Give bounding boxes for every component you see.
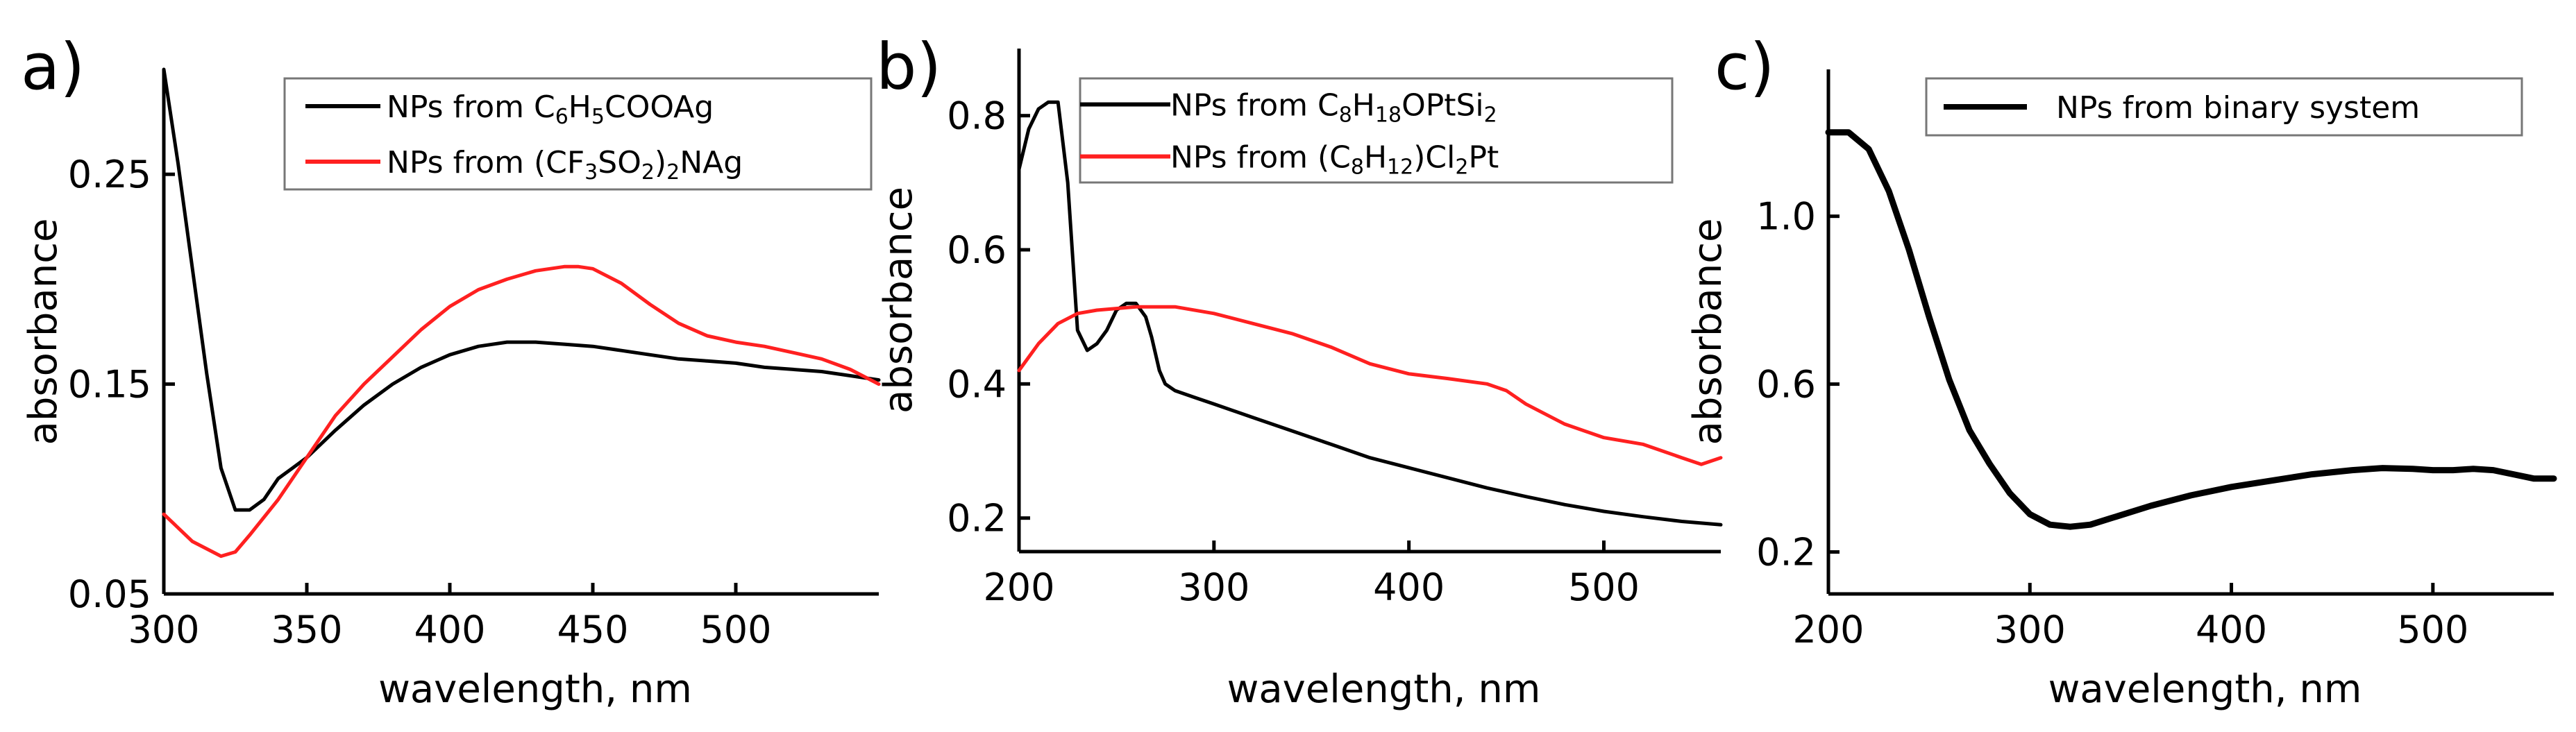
series-line-0 [162,67,881,512]
y-tick-label: 0.8 [947,94,1007,138]
legend-entry-label: NPs from C6H5COOAg [387,90,714,129]
y-axis-title: absorbance [1685,219,1731,445]
x-tick-label: 500 [700,608,771,652]
y-tick-label: 0.4 [947,362,1007,406]
legend-entry-label: NPs from (C8H12)Cl2Pt [1170,140,1499,180]
y-axis-title: absorbance [21,219,66,445]
series-line-0 [1825,129,2557,530]
x-tick-label: 300 [1994,608,2066,652]
panel-b: b) 200 300 400 500 0.2 0.4 0.6 0.8 wavelength, nm… [876,30,1723,712]
y-tick-label: 0.15 [68,363,151,407]
y-tick-label: 0.6 [947,228,1007,272]
x-tick-label: 500 [1568,565,1640,609]
x-tick-label: 350 [271,608,342,652]
x-tick-label: 400 [414,608,485,652]
x-tick-label: 500 [2397,608,2468,652]
x-tick-label: 450 [557,608,628,652]
y-tick-label: 0.05 [68,572,151,616]
y-tick-label: 0.2 [947,497,1007,541]
series-line-1 [162,264,881,559]
legend-entry-label: NPs from C8H18OPtSi2 [1170,88,1497,128]
y-axis-title: absorbance [876,187,921,414]
x-axis-title: wavelength, nm [378,667,692,712]
panel-label: b) [876,30,941,104]
legend-entry-label: NPs from (CF3SO2)2NAg [387,145,743,185]
panel-a: a) 300 350 400 450 500 0.05 0.15 0.25 wavelength,… [21,30,881,712]
y-tick-label: 0.6 [1756,363,1816,407]
legend-box [283,77,873,191]
y-tick-label: 1.0 [1756,195,1816,239]
x-tick-label: 300 [128,608,199,652]
panel-c: c) 200 300 400 500 0.2 0.6 1.0 wavelength, nm abs… [1685,30,2557,712]
panel-label: c) [1715,30,1774,104]
x-tick-label: 200 [1792,608,1864,652]
x-tick-label: 200 [983,565,1054,609]
y-tick-label: 0.25 [68,153,151,196]
x-axis-title: wavelength, nm [1227,667,1541,712]
series-line-0 [1017,100,1723,527]
x-tick-label: 300 [1178,565,1249,609]
y-tick-label: 0.2 [1756,531,1816,574]
legend-box [1079,77,1674,184]
legend-entry-label: NPs from binary system [2056,90,2420,126]
panel-label: a) [21,30,85,104]
x-tick-label: 400 [1373,565,1445,609]
x-tick-label: 400 [2196,608,2267,652]
series-line-1 [1017,305,1723,466]
x-axis-title: wavelength, nm [2048,667,2362,712]
